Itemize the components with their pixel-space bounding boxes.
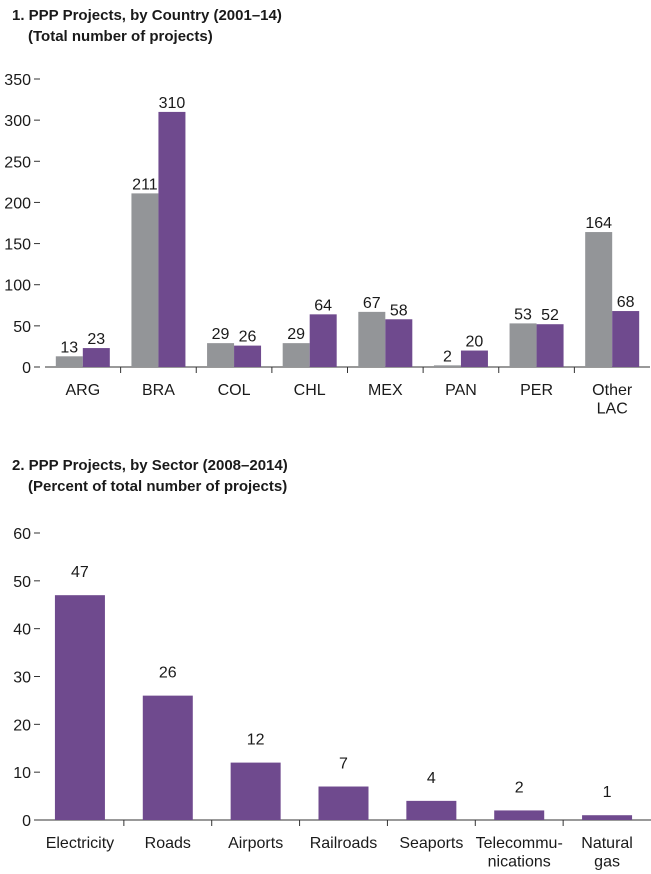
x-tick-label: CHL xyxy=(294,382,326,399)
value-label: 47 xyxy=(71,564,89,581)
y-tick-label: 0 xyxy=(22,813,31,830)
bar xyxy=(585,232,613,367)
x-tick-label: PER xyxy=(520,382,553,399)
chart-subtitle: (Total number of projects) xyxy=(28,28,213,45)
value-label: 4 xyxy=(427,770,436,787)
x-tick-label: Other LAC xyxy=(592,382,633,417)
y-tick-label: 150 xyxy=(4,237,31,254)
value-label: 64 xyxy=(314,297,332,314)
bar xyxy=(230,762,281,820)
x-tick-label: COL xyxy=(218,382,251,399)
y-tick-label: 50 xyxy=(13,574,31,591)
bar xyxy=(494,810,545,820)
bar xyxy=(207,343,235,367)
value-label: 68 xyxy=(617,294,635,311)
bar xyxy=(509,323,537,367)
x-tick-label: Electricity xyxy=(46,835,114,852)
y-tick-label: 350 xyxy=(4,72,31,89)
x-tick-label: BRA xyxy=(142,382,175,399)
bar xyxy=(82,348,110,367)
bar xyxy=(612,311,640,367)
y-tick-label: 0 xyxy=(22,360,31,377)
y-tick-label: 20 xyxy=(13,717,31,734)
value-label: 29 xyxy=(212,326,230,343)
chart-title: 1. PPP Projects, by Country (2001–14) xyxy=(12,7,282,24)
y-tick-label: 250 xyxy=(4,154,31,171)
y-tick-label: 60 xyxy=(13,526,31,543)
chart-subtitle: (Percent of total number of projects) xyxy=(28,478,287,495)
x-tick-label: Roads xyxy=(145,835,191,852)
bar xyxy=(318,786,369,820)
value-label: 23 xyxy=(87,331,105,348)
value-label: 164 xyxy=(585,215,612,232)
x-tick-label: Railroads xyxy=(310,835,378,852)
bar xyxy=(582,815,633,820)
bar xyxy=(282,343,310,367)
value-label: 1 xyxy=(603,784,612,801)
value-label: 12 xyxy=(247,732,265,749)
y-tick-label: 50 xyxy=(13,319,31,336)
value-label: 58 xyxy=(390,302,408,319)
bar xyxy=(433,365,461,367)
y-tick-label: 100 xyxy=(4,278,31,295)
value-label: 310 xyxy=(159,95,186,112)
bar xyxy=(131,193,159,367)
bar xyxy=(460,350,488,367)
value-label: 7 xyxy=(339,756,348,773)
x-tick-label: Telecommu-nications xyxy=(476,835,563,870)
bar xyxy=(234,345,262,367)
value-label: 29 xyxy=(287,326,305,343)
bar xyxy=(536,324,564,367)
x-tick-label: ARG xyxy=(65,382,100,399)
x-tick-label: Airports xyxy=(228,835,283,852)
y-tick-label: 200 xyxy=(4,195,31,212)
y-tick-label: 10 xyxy=(13,765,31,782)
x-tick-label: PAN xyxy=(445,382,477,399)
value-label: 53 xyxy=(514,306,532,323)
x-tick-label: Natural gas xyxy=(581,835,633,870)
chart-title: 2. PPP Projects, by Sector (2008–2014) xyxy=(12,457,288,474)
y-tick-label: 30 xyxy=(13,670,31,687)
bar xyxy=(54,595,105,820)
x-tick-label: MEX xyxy=(368,382,403,399)
value-label: 26 xyxy=(159,665,177,682)
bar xyxy=(142,695,193,820)
value-label: 2 xyxy=(443,348,452,365)
value-label: 67 xyxy=(363,295,381,312)
bar xyxy=(358,311,386,367)
x-tick-label: Seaports xyxy=(399,835,463,852)
bar xyxy=(385,319,413,367)
bar xyxy=(158,111,186,368)
value-label: 13 xyxy=(60,339,78,356)
bar xyxy=(406,800,457,820)
value-label: 52 xyxy=(541,307,559,324)
value-label: 26 xyxy=(239,329,257,346)
bar xyxy=(55,356,83,367)
value-label: 2 xyxy=(515,779,524,796)
bar xyxy=(309,314,337,367)
y-tick-label: 300 xyxy=(4,113,31,130)
value-label: 211 xyxy=(132,176,158,193)
value-label: 20 xyxy=(466,334,484,351)
y-tick-label: 40 xyxy=(13,622,31,639)
